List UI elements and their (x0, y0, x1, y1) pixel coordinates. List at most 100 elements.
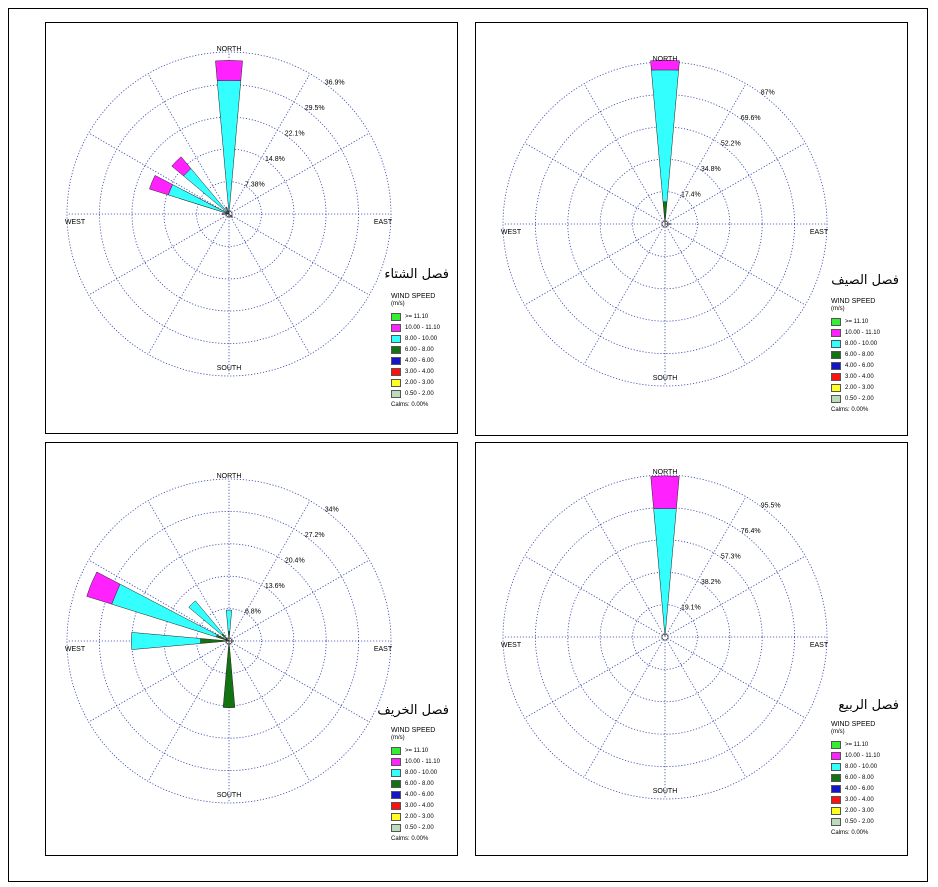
legend-swatch (831, 762, 841, 771)
ring-label: 76.4% (741, 528, 761, 535)
grid-ring (196, 181, 262, 247)
ring-label: 27.2% (305, 532, 325, 539)
grid-spoke (664, 636, 747, 778)
legend-swatch (391, 779, 401, 788)
grid-spoke (147, 73, 230, 215)
legend-item: 3.00 - 4.00 (391, 366, 440, 377)
legend-title: WIND SPEED (391, 293, 436, 300)
compass-label-north: NORTH (217, 46, 242, 53)
compass-label-west: WEST (65, 219, 86, 226)
grid-spoke (88, 132, 230, 215)
compass-label-west: WEST (501, 642, 522, 649)
legend-label: 2.00 - 3.00 (405, 379, 434, 386)
legend-item: 0.50 - 2.00 (831, 816, 880, 827)
season-title-autumn: فصل الخريف (377, 703, 449, 718)
grid-spoke (524, 555, 666, 638)
legend-unit: (m/s) (831, 729, 845, 735)
season-title-winter: فصل الشتاء (384, 267, 449, 282)
rose-petal-segment (167, 184, 230, 215)
ring-label: 95.5% (761, 502, 781, 509)
legend-label: 6.00 - 8.00 (845, 351, 874, 358)
legend-swatch (831, 394, 841, 403)
grid-ring (66, 478, 392, 804)
figure-frame (8, 8, 928, 882)
legend-unit: (m/s) (391, 301, 405, 307)
legend-swatch (831, 317, 841, 326)
legend-spring: WIND SPEED (m/s) >= 11.10 10.00 - 11.10 8.00… (831, 721, 880, 836)
compass-label-north: NORTH (653, 56, 678, 63)
legend-item: 8.00 - 10.00 (831, 338, 880, 349)
legend-swatch (391, 746, 401, 755)
legend-calms: Calms: 0.00% (391, 836, 429, 842)
ring-label: 20.4% (285, 557, 305, 564)
grid-ring (66, 51, 392, 377)
legend-swatch (831, 328, 841, 337)
season-title-spring: فصل الربيع (838, 698, 899, 713)
legend-swatch (391, 312, 401, 321)
legend-swatch (391, 389, 401, 398)
ring-label: 34% (325, 506, 339, 513)
legend-swatch (831, 361, 841, 370)
legend-label: 0.50 - 2.00 (845, 818, 874, 825)
legend-label: >= 11.10 (405, 747, 429, 754)
grid-ring (163, 575, 295, 707)
ring-label: 57.3% (721, 553, 741, 560)
legend-label: 3.00 - 4.00 (405, 368, 434, 375)
compass-label-south: SOUTH (653, 375, 678, 382)
legend-item: 3.00 - 4.00 (391, 800, 440, 811)
season-title-summer: فصل الصيف (831, 273, 899, 288)
wind-rose-panel-autumn: 6.8% 13.6% 20.4% 27.2% 34% NORTH SOUTH EAST WEST… (45, 442, 458, 856)
legend-calms: Calms: 0.00% (831, 830, 869, 836)
legend-swatch (391, 812, 401, 821)
compass-label-south: SOUTH (653, 788, 678, 795)
legend-item: 10.00 - 11.10 (391, 322, 440, 333)
grid-spoke (664, 636, 806, 719)
legend-calms: Calms: 0.00% (391, 402, 429, 408)
legend-swatch (831, 795, 841, 804)
legend-item: 3.00 - 4.00 (831, 371, 880, 382)
grid-spoke (88, 213, 230, 296)
legend-label: 2.00 - 3.00 (845, 384, 874, 391)
legend-item: >= 11.10 (831, 739, 880, 750)
legend-item: >= 11.10 (391, 745, 440, 756)
legend-label: 0.50 - 2.00 (845, 395, 874, 402)
wind-rose-panel-summer: 17.4% 34.8% 52.2% 69.6% 87% NORTH SOUTH EAST WES… (475, 22, 908, 436)
legend-swatch (831, 372, 841, 381)
legend-swatch (831, 740, 841, 749)
legend-label: >= 11.10 (405, 313, 429, 320)
compass-label-east: EAST (810, 642, 829, 649)
legend-item: 2.00 - 3.00 (831, 805, 880, 816)
grid-spoke (524, 223, 666, 306)
legend-title: WIND SPEED (831, 298, 876, 305)
legend-item: 0.50 - 2.00 (391, 388, 440, 399)
legend-swatch (831, 773, 841, 782)
wind-rose-chart-winter: 7.38% 14.8% 22.1% 29.5% 36.9% NORTH SOUTH EAST W… (65, 46, 393, 377)
compass-label-north: NORTH (217, 473, 242, 480)
legend-label: 8.00 - 10.00 (405, 335, 438, 342)
grid-ring (599, 158, 731, 290)
legend-item: 6.00 - 8.00 (831, 349, 880, 360)
legend-swatch (391, 345, 401, 354)
legend-item: 3.00 - 4.00 (831, 794, 880, 805)
rose-petal-segment (650, 59, 680, 71)
legend-swatch (831, 339, 841, 348)
grid-ring (599, 571, 731, 703)
legend-summer: WIND SPEED (m/s) >= 11.10 10.00 - 11.10 8.00… (831, 298, 880, 413)
legend-swatch (391, 768, 401, 777)
grid-spoke (228, 640, 370, 723)
grid-spoke (664, 83, 747, 225)
grid-spoke (583, 496, 666, 638)
grid-spoke (524, 636, 666, 719)
rose-petal-segment (650, 475, 680, 509)
legend-item: 8.00 - 10.00 (831, 761, 880, 772)
rose-petal-segment (222, 640, 236, 708)
compass-label-east: EAST (374, 219, 393, 226)
grid-ring (502, 474, 828, 800)
rose-petal-segment (230, 215, 234, 219)
grid-spoke (228, 500, 311, 642)
grid-ring (632, 604, 698, 670)
legend-item: 6.00 - 8.00 (391, 778, 440, 789)
rose-petal-segment (215, 60, 243, 81)
legend-swatch (831, 751, 841, 760)
legend-item: 4.00 - 6.00 (831, 360, 880, 371)
